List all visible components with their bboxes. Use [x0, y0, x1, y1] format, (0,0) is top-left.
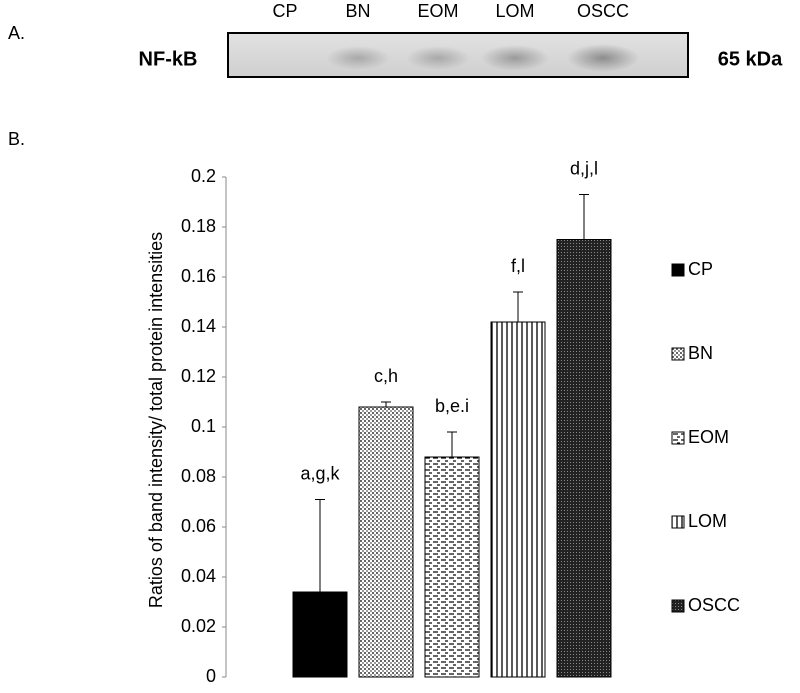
- y-axis-label: Ratios of band intensity/ total protein …: [146, 232, 166, 608]
- legend-label: OSCC: [688, 595, 740, 615]
- blot-band: [326, 46, 390, 70]
- blot-band: [406, 46, 470, 70]
- y-tick-label: 0.16: [181, 266, 216, 286]
- error-bar: [447, 431, 457, 457]
- y-tick-label: 0.08: [181, 466, 216, 486]
- legend-swatch: [671, 347, 685, 361]
- error-bar: [579, 194, 589, 240]
- blot-lane-label: BN: [345, 1, 370, 21]
- y-tick-label: 0.14: [181, 316, 216, 336]
- error-bar: [513, 291, 523, 322]
- y-tick-label: 0.02: [181, 616, 216, 636]
- blot-band: [567, 44, 639, 72]
- blot-protein: NF-kB: [139, 48, 198, 70]
- blot-size: 65 kDa: [718, 48, 783, 70]
- legend-swatch: [671, 431, 685, 445]
- y-tick-label: 0: [206, 666, 216, 686]
- y-tick-label: 0.2: [191, 166, 216, 186]
- blot-lane-label: EOM: [417, 1, 458, 21]
- bar-annotation: c,h: [374, 366, 398, 386]
- legend-swatch: [671, 263, 685, 277]
- y-tick-label: 0.1: [191, 416, 216, 436]
- blot-lane-label: LOM: [495, 1, 534, 21]
- legend-label: CP: [688, 259, 713, 279]
- y-tick-label: 0.12: [181, 366, 216, 386]
- error-bar: [381, 401, 391, 407]
- blot-band: [481, 45, 549, 71]
- bar: [490, 321, 546, 678]
- legend-swatch: [671, 515, 685, 529]
- blot-lane-label: OSCC: [577, 1, 629, 21]
- bar: [556, 239, 612, 678]
- bar-annotation: b,e.i: [435, 396, 469, 416]
- legend-label: BN: [688, 343, 713, 363]
- legend-swatch: [671, 599, 685, 613]
- error-bar: [315, 499, 325, 592]
- panel-label: A.: [8, 23, 25, 43]
- y-tick-label: 0.18: [181, 216, 216, 236]
- bar: [292, 591, 348, 678]
- panel-label: B.: [8, 129, 25, 149]
- bar-annotation: f,l: [511, 256, 525, 276]
- legend-label: LOM: [688, 511, 727, 531]
- blot-lane-label: CP: [272, 1, 297, 21]
- y-tick-label: 0.06: [181, 516, 216, 536]
- bar: [424, 456, 480, 678]
- bar-annotation: d,j,l: [570, 158, 598, 178]
- legend-label: EOM: [688, 427, 729, 447]
- bar-annotation: a,g,k: [300, 463, 340, 483]
- y-tick-label: 0.04: [181, 566, 216, 586]
- bar: [358, 406, 414, 678]
